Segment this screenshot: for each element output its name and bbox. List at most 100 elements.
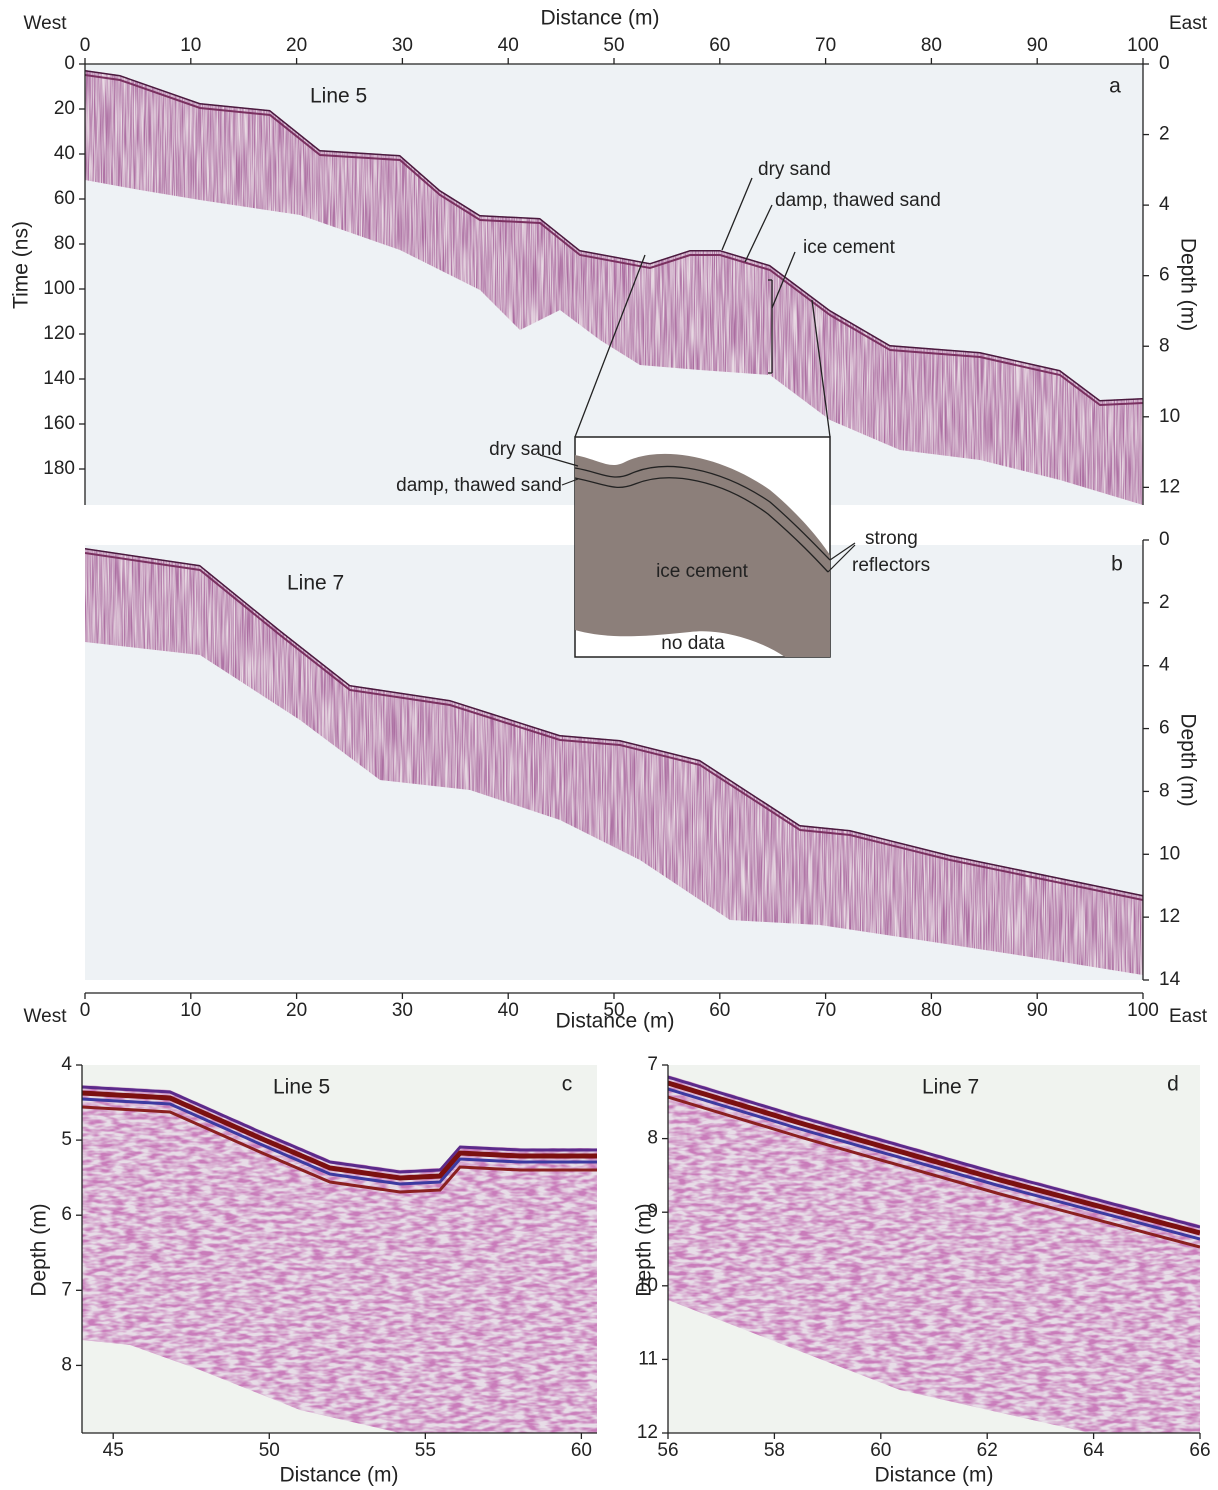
- reflector: [85, 74, 1143, 407]
- reflector: [85, 548, 1143, 897]
- y2-tick-label: 0: [1159, 529, 1170, 550]
- west-label: West: [24, 1006, 68, 1027]
- y-tick-label: 7: [647, 1054, 658, 1075]
- x-tick-label: 0: [80, 1000, 91, 1021]
- x-tick-label: 60: [870, 1440, 891, 1461]
- y2-tick-label: 4: [1159, 194, 1170, 215]
- x-tick-label: 56: [657, 1440, 678, 1461]
- panel-label: b: [1111, 553, 1123, 576]
- y-tick-label: 40: [54, 143, 75, 164]
- x-tick-label: 90: [1027, 35, 1048, 56]
- reflector: [82, 1090, 597, 1181]
- inset-label: strong: [865, 528, 918, 549]
- x-tick-label: 100: [1127, 35, 1159, 56]
- west-label: West: [24, 13, 68, 34]
- reflector: [668, 1075, 1200, 1229]
- reflector: [668, 1080, 1200, 1236]
- x-tick-label: 60: [709, 35, 730, 56]
- y2-tick-label: 12: [1159, 906, 1180, 927]
- x-tick-label: 100: [1127, 1000, 1159, 1021]
- y-tick-label: 9: [647, 1201, 658, 1222]
- y-tick-label: 140: [43, 368, 75, 389]
- x-tick-label: 70: [815, 35, 836, 56]
- y-axis-title: Depth (m): [28, 1203, 51, 1296]
- y2-tick-label: 6: [1159, 718, 1170, 739]
- y-tick-label: 8: [647, 1128, 658, 1149]
- line-label: Line 5: [273, 1076, 330, 1099]
- y2-tick-label: 0: [1159, 53, 1170, 74]
- y2-tick-label: 2: [1159, 124, 1170, 145]
- y2-tick-label: 4: [1159, 655, 1170, 676]
- panel-label: a: [1109, 75, 1121, 98]
- east-label: East: [1169, 1006, 1208, 1027]
- y-tick-label: 160: [43, 413, 75, 434]
- inset: [539, 436, 856, 658]
- y2-tick-label: 12: [1159, 476, 1180, 497]
- y-tick-label: 8: [61, 1354, 72, 1375]
- x-tick-label: 64: [1083, 1440, 1105, 1461]
- y-tick-label: 4: [61, 1054, 72, 1075]
- inset-label: ice cement: [656, 561, 749, 582]
- x-tick-label: 90: [1027, 1000, 1048, 1021]
- y2-axis-title: Depth (m): [1176, 713, 1199, 806]
- y-tick-label: 5: [61, 1129, 72, 1150]
- x-axis-title: Distance (m): [279, 1464, 398, 1487]
- y2-tick-label: 6: [1159, 265, 1170, 286]
- y2-tick-label: 14: [1159, 969, 1181, 990]
- x-tick-label: 50: [603, 35, 624, 56]
- y-axis-title: Time (ns): [10, 221, 33, 309]
- x-tick-label: 45: [103, 1440, 124, 1461]
- y-tick-label: 120: [43, 323, 75, 344]
- x-tick-label: 40: [498, 35, 519, 56]
- panel-label: c: [562, 1073, 573, 1096]
- x-tick-label: 66: [1189, 1440, 1210, 1461]
- y-axis-title: Depth (m): [633, 1203, 656, 1296]
- annotation: ice cement: [803, 237, 896, 258]
- reflector: [85, 552, 1143, 901]
- inset-label: damp, thawed sand: [396, 475, 562, 496]
- y-tick-label: 80: [54, 233, 75, 254]
- east-label: East: [1169, 13, 1208, 34]
- inset-label: no data: [661, 633, 725, 654]
- x-tick-label: 50: [259, 1440, 280, 1461]
- annotation: damp, thawed sand: [775, 190, 941, 211]
- x-tick-label: 80: [921, 35, 942, 56]
- x-tick-label: 60: [709, 1000, 730, 1021]
- y-tick-label: 100: [43, 278, 75, 299]
- reflector: [82, 1105, 597, 1194]
- x-tick-label: 10: [180, 1000, 201, 1021]
- x-axis-title: Distance (m): [540, 7, 659, 30]
- inset-label: dry sand: [489, 439, 562, 460]
- annotations-a: [574, 177, 831, 438]
- y-tick-label: 60: [54, 188, 75, 209]
- reflector: [82, 1097, 597, 1186]
- x-tick-label: 80: [921, 1000, 942, 1021]
- annotation: dry sand: [758, 159, 831, 180]
- y2-tick-label: 8: [1159, 335, 1170, 356]
- x-tick-label: 20: [286, 35, 307, 56]
- y-tick-label: 0: [64, 53, 75, 74]
- line-label: Line 5: [310, 85, 367, 108]
- panel-label: d: [1167, 1073, 1179, 1096]
- y-tick-label: 11: [638, 1348, 658, 1369]
- x-axis-title: Distance (m): [874, 1464, 993, 1487]
- x-tick-label: 0: [80, 35, 91, 56]
- reflector: [82, 1085, 597, 1174]
- x-tick-label: 40: [498, 1000, 519, 1021]
- y-tick-label: 10: [637, 1275, 658, 1296]
- y2-tick-label: 10: [1159, 406, 1180, 427]
- x-tick-label: 10: [180, 35, 201, 56]
- x-tick-label: 50: [603, 1000, 624, 1021]
- x-tick-label: 62: [977, 1440, 998, 1461]
- inset-label: reflectors: [852, 555, 930, 576]
- x-tick-label: 30: [392, 1000, 413, 1021]
- x-axis-title: Distance (m): [555, 1010, 674, 1033]
- y2-axis-title: Depth (m): [1176, 238, 1199, 331]
- line-label: Line 7: [922, 1076, 979, 1099]
- y-tick-label: 6: [61, 1204, 72, 1225]
- x-tick-label: 60: [571, 1440, 592, 1461]
- y2-tick-label: 10: [1159, 843, 1180, 864]
- y-tick-label: 7: [61, 1279, 72, 1300]
